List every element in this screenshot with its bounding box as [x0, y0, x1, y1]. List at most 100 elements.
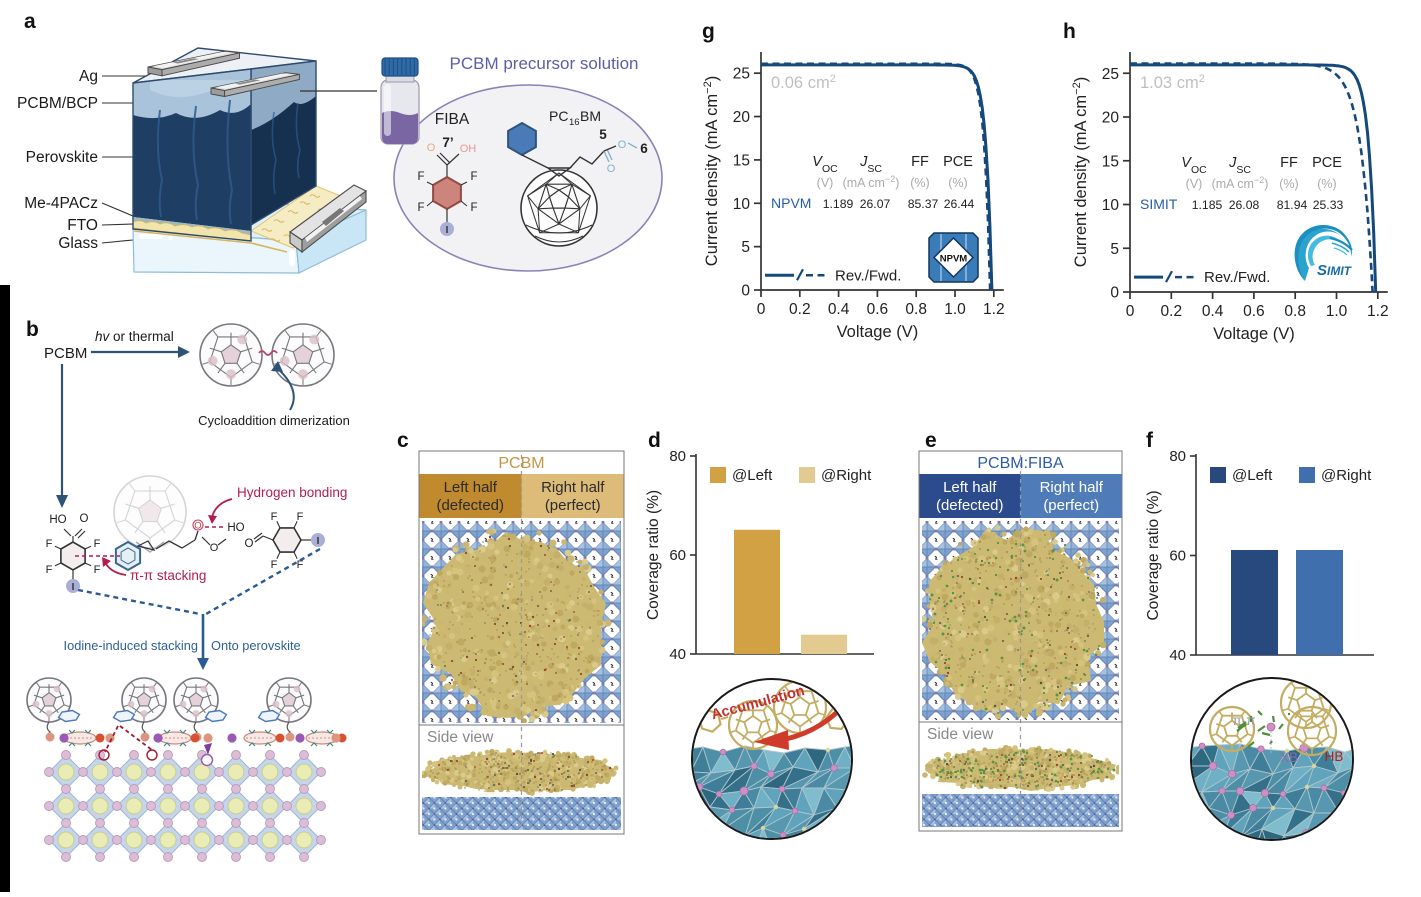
svg-text:Right half: Right half — [1040, 479, 1104, 496]
svg-text:60: 60 — [669, 547, 686, 564]
svg-text:40: 40 — [669, 646, 686, 663]
svg-text:VOC: VOC — [812, 154, 838, 175]
svg-text:0.06 cm2: 0.06 cm2 — [771, 73, 836, 92]
svg-text:(defected): (defected) — [936, 497, 1004, 514]
svg-text:0.6: 0.6 — [1243, 303, 1265, 320]
svg-text:JSC: JSC — [859, 154, 882, 175]
svg-text:(perfect): (perfect) — [1043, 497, 1099, 514]
svg-text:F: F — [417, 202, 424, 214]
svg-text:O: O — [245, 538, 254, 550]
svg-text:g: g — [702, 20, 715, 43]
svg-text:F: F — [297, 511, 304, 523]
svg-text:Ag: Ag — [79, 68, 98, 85]
svg-text:0.4: 0.4 — [1202, 303, 1224, 320]
svg-text:25: 25 — [733, 66, 750, 83]
svg-text:JSC: JSC — [1228, 155, 1251, 176]
svg-text:0: 0 — [1110, 285, 1119, 302]
svg-text:1.2: 1.2 — [983, 301, 1005, 318]
svg-text:80: 80 — [669, 448, 686, 465]
svg-text:Iodine-induced stacking: Iodine-induced stacking — [64, 638, 198, 653]
svg-text:(%): (%) — [948, 176, 967, 190]
svg-text:20: 20 — [733, 109, 751, 126]
svg-text:15: 15 — [733, 152, 750, 169]
svg-text:h: h — [1063, 20, 1076, 43]
svg-text:0.2: 0.2 — [789, 301, 811, 318]
svg-text:Voltage (V): Voltage (V) — [1213, 325, 1295, 343]
svg-text:π-π stacking: π-π stacking — [130, 568, 206, 583]
svg-text:Hydrogen bonding: Hydrogen bonding — [237, 485, 347, 500]
svg-text:O: O — [618, 139, 627, 151]
svg-text:6: 6 — [640, 141, 648, 156]
svg-text:(V): (V) — [817, 176, 834, 190]
svg-text:Side view: Side view — [427, 729, 494, 746]
svg-text:16: 16 — [569, 117, 580, 128]
svg-text:Right half: Right half — [541, 479, 605, 496]
svg-text:81.94: 81.94 — [1277, 198, 1308, 212]
svg-text:I: I — [317, 536, 320, 547]
svg-text:F: F — [470, 202, 477, 214]
svg-text:FTO: FTO — [67, 217, 98, 234]
svg-text:7’: 7’ — [442, 135, 453, 150]
svg-text:NPVM: NPVM — [771, 195, 811, 211]
svg-text:Rev./Fwd.: Rev./Fwd. — [835, 267, 901, 284]
svg-text:O: O — [427, 142, 436, 154]
svg-text:e: e — [925, 429, 937, 452]
svg-text:d: d — [648, 429, 661, 452]
svg-text:b: b — [26, 318, 39, 341]
svg-text:Glass: Glass — [58, 235, 98, 252]
svg-text:O: O — [80, 513, 89, 525]
svg-text:40: 40 — [1169, 647, 1186, 664]
svg-text:SIMIT: SIMIT — [1140, 196, 1178, 212]
svg-text:26.08: 26.08 — [1229, 198, 1260, 212]
svg-text:VOC: VOC — [1181, 155, 1207, 176]
svg-text:F: F — [46, 564, 53, 576]
svg-text:1.0: 1.0 — [1326, 303, 1348, 320]
svg-text:I: I — [446, 225, 449, 236]
svg-text:SIMIT: SIMIT — [1317, 262, 1353, 279]
svg-text:0.6: 0.6 — [867, 301, 889, 318]
svg-text:c: c — [397, 429, 409, 452]
svg-text:0: 0 — [1126, 303, 1135, 320]
svg-text:π-π: π-π — [1232, 713, 1255, 728]
svg-text:26.07: 26.07 — [860, 197, 891, 211]
svg-text:1.185: 1.185 — [1192, 198, 1223, 212]
svg-text:HB: HB — [1325, 749, 1344, 764]
svg-text:@Right: @Right — [821, 467, 872, 484]
svg-text:5: 5 — [599, 127, 607, 142]
svg-text:+FIBA: +FIBA — [0, 341, 3, 379]
svg-text:26.44: 26.44 — [944, 197, 975, 211]
svg-text:60: 60 — [1169, 548, 1186, 565]
svg-text:@Left: @Left — [732, 467, 773, 484]
svg-text:FIBA: FIBA — [435, 111, 470, 128]
svg-text:HO: HO — [227, 522, 244, 534]
svg-text:OH: OH — [460, 143, 477, 155]
svg-text:hv or thermal: hv or thermal — [0, 348, 3, 427]
svg-text:15: 15 — [1102, 153, 1119, 170]
svg-text:@Right: @Right — [1321, 467, 1372, 484]
svg-text:(%): (%) — [1317, 177, 1336, 191]
svg-text:PCBM precursor solution: PCBM precursor solution — [450, 54, 639, 73]
svg-text:1.03 cm2: 1.03 cm2 — [1140, 73, 1205, 92]
svg-text:Side view: Side view — [927, 726, 994, 743]
svg-text:80: 80 — [1169, 448, 1186, 465]
svg-text:10: 10 — [733, 196, 751, 213]
svg-text:Current density (mA cm−2): Current density (mA cm−2) — [1071, 77, 1090, 267]
svg-text:f: f — [1146, 429, 1154, 452]
svg-text:Left half: Left half — [444, 479, 498, 496]
svg-text:0.8: 0.8 — [1284, 303, 1306, 320]
svg-text:Rev./Fwd.: Rev./Fwd. — [1204, 269, 1270, 286]
svg-text:F: F — [94, 538, 101, 550]
svg-text:I: I — [72, 582, 75, 593]
svg-text:F: F — [271, 511, 278, 523]
svg-text:0.4: 0.4 — [828, 301, 850, 318]
svg-text:F: F — [46, 538, 53, 550]
svg-text:5: 5 — [1110, 241, 1119, 258]
svg-text:(V): (V) — [1186, 177, 1203, 191]
svg-text:(defected): (defected) — [436, 497, 504, 514]
svg-text:PC: PC — [549, 108, 568, 124]
svg-text:F: F — [417, 171, 424, 183]
svg-text:F: F — [94, 564, 101, 576]
svg-text:10: 10 — [1102, 197, 1120, 214]
svg-text:1.189: 1.189 — [823, 197, 854, 211]
svg-text:F: F — [297, 559, 304, 571]
